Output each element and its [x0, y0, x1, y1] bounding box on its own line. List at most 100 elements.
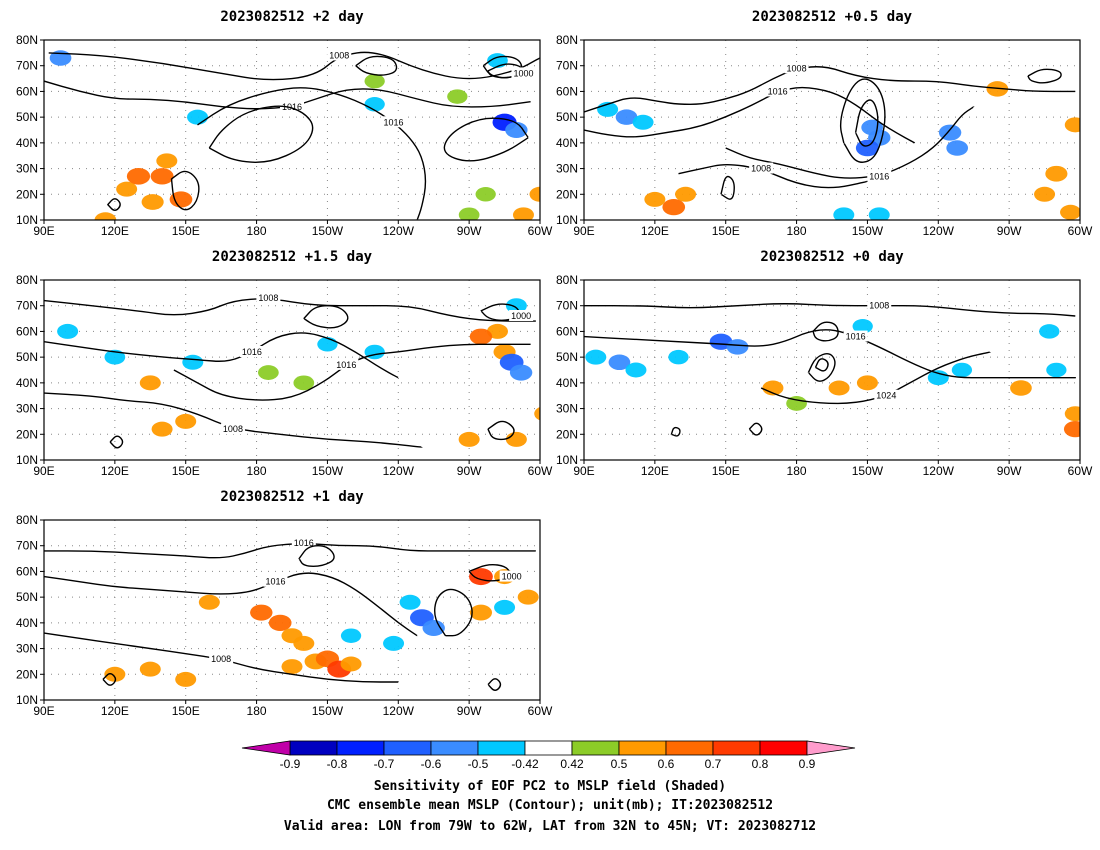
sensitivity-cell	[139, 661, 161, 677]
sensitivity-cell	[293, 635, 315, 651]
map-panel: 2023082512 +1 day 1016 1016 1008 1000 10N 20N 3…	[16, 489, 553, 718]
y-tick-label: 10N	[16, 453, 38, 467]
colorbar-tick-label: -0.6	[421, 757, 442, 771]
mslp-contour	[584, 303, 1076, 317]
sensitivity-cell	[927, 370, 949, 386]
y-tick-label: 70N	[556, 59, 578, 73]
sensitivity-cell	[726, 339, 749, 355]
sensitivity-cell	[141, 194, 164, 210]
sensitivity-cell	[615, 109, 638, 125]
mslp-contour	[487, 420, 515, 441]
contour-label: 1016	[265, 577, 285, 587]
x-tick-label: 90W	[457, 704, 482, 718]
y-tick-label: 10N	[16, 213, 38, 227]
sensitivity-cell	[250, 604, 273, 621]
colorbar-tick-label: -0.42	[511, 757, 539, 771]
sensitivity-cell	[126, 167, 151, 185]
x-tick-label: 150W	[312, 224, 344, 238]
x-tick-label: 60W	[528, 224, 553, 238]
sensitivity-cell	[187, 109, 209, 125]
sensitivity-cell	[293, 375, 315, 391]
panel-title: 2023082512 +0.5 day	[752, 9, 913, 25]
colorbar-swatch	[571, 740, 620, 756]
colorbar-swatch	[665, 740, 714, 756]
contour-label-bg	[239, 346, 264, 357]
mslp-contour	[44, 572, 418, 637]
y-tick-label: 10N	[556, 453, 578, 467]
sensitivity-cell	[1060, 204, 1080, 220]
sensitivity-cell	[169, 191, 193, 208]
sensitivity-cell	[644, 191, 666, 207]
y-tick-label: 50N	[556, 350, 578, 364]
x-tick-label: 150W	[312, 464, 344, 478]
colorbar-swatch	[618, 740, 667, 756]
y-tick-label: 40N	[556, 136, 578, 150]
mslp-contour	[670, 426, 681, 437]
x-tick-label: 90W	[457, 224, 482, 238]
contour-label: 1016	[294, 538, 314, 548]
mslp-contour	[303, 304, 349, 329]
mslp-contour	[839, 78, 886, 163]
x-tick-label: 60W	[528, 464, 553, 478]
y-tick-label: 70N	[556, 299, 578, 313]
caption-block: Sensitivity of EOF PC2 to MSLP field (Sh…	[284, 779, 816, 834]
x-tick-label: 120W	[383, 704, 415, 718]
x-tick-label: 180	[787, 464, 807, 478]
y-tick-label: 30N	[16, 162, 38, 176]
x-tick-label: 150E	[712, 464, 740, 478]
contour-label-bg	[749, 162, 774, 174]
x-tick-label: 120W	[383, 224, 415, 238]
x-tick-label: 120W	[923, 224, 955, 238]
colorbar-tick-label: 0.7	[705, 757, 722, 771]
contour-label: 1016	[336, 360, 356, 370]
sensitivity-cell	[399, 594, 421, 610]
y-tick-label: 50N	[16, 110, 38, 124]
x-tick-label: 120E	[641, 224, 669, 238]
sensitivity-cell	[281, 659, 303, 675]
mslp-contour	[1027, 68, 1062, 84]
x-tick-label: 120E	[101, 224, 129, 238]
sensitivity-cell	[1039, 324, 1060, 339]
sensitivity-cell	[625, 362, 647, 378]
mslp-contour	[102, 672, 117, 686]
y-tick-label: 70N	[16, 59, 38, 73]
x-tick-label: 60W	[1068, 464, 1093, 478]
sensitivity-cell	[175, 671, 197, 687]
sensitivity-cell	[505, 431, 527, 447]
colorbar-swatch	[524, 740, 573, 756]
sensitivity-cell	[458, 207, 480, 220]
contour-label: 1024	[876, 391, 896, 401]
sensitivity-cell	[505, 298, 527, 314]
colorbar-tick-label: 0.5	[611, 757, 628, 771]
map-panel: 2023082512 +0 day 1008 1016 1024 10N 20N 30N 40…	[556, 249, 1100, 478]
contour-label: 1000	[502, 572, 522, 582]
sensitivity-cell	[340, 656, 362, 672]
y-tick-label: 70N	[16, 299, 38, 313]
contour-label: 1016	[869, 171, 889, 181]
sensitivity-cell	[1081, 386, 1100, 401]
contour-label-bg	[874, 389, 899, 401]
map-background	[584, 40, 1080, 220]
sensitivity-cell	[268, 614, 292, 631]
contour-label-bg	[784, 62, 809, 74]
caption-line-3: Valid area: LON from 79W to 62W, LAT fro…	[284, 819, 816, 834]
panel-frame	[583, 279, 1081, 461]
sensitivity-cell	[509, 364, 533, 381]
x-tick-label: 90E	[33, 704, 54, 718]
contour-label: 1008	[258, 293, 278, 303]
sensitivity-cell	[258, 365, 279, 380]
y-tick-label: 70N	[16, 539, 38, 553]
contour-label: 1016	[768, 86, 788, 96]
mslp-contour	[814, 358, 829, 372]
mslp-contour	[584, 66, 1076, 113]
contour-label-bg	[511, 67, 536, 79]
y-tick-label: 20N	[556, 427, 578, 441]
panel-title: 2023082512 +1.5 day	[212, 249, 373, 265]
contour-label: 1008	[211, 654, 231, 664]
sensitivity-cell	[852, 319, 873, 334]
colorbar-swatch	[336, 740, 385, 756]
x-tick-label: 150W	[312, 704, 344, 718]
contour-label-bg	[280, 100, 304, 112]
mslp-contour	[208, 105, 314, 163]
